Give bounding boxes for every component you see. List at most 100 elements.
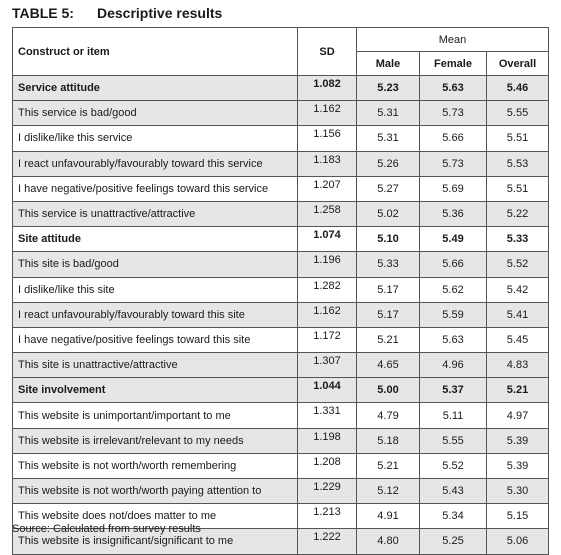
cell-overall: 5.39 (486, 427, 549, 454)
cell-male: 5.17 (356, 301, 420, 328)
cell-overall: 5.51 (486, 175, 549, 202)
table-row: I dislike/like this site 1.282 5.17 5.62 5.4… (12, 276, 549, 303)
cell-sd: 1.213 (297, 503, 357, 530)
cell-label: I react unfavourably/favourably toward t… (12, 150, 298, 177)
cell-label: This website does not/does matter to me (12, 503, 298, 530)
cell-sd: 1.162 (297, 301, 357, 328)
cell-label: I react unfavourably/favourably toward t… (12, 301, 298, 328)
cell-male: 4.65 (356, 352, 420, 379)
cell-overall: 5.46 (486, 74, 549, 102)
cell-sd: 1.044 (297, 377, 357, 404)
cell-female: 4.96 (419, 352, 487, 379)
cell-overall: 4.83 (486, 352, 549, 379)
cell-male: 5.31 (356, 100, 420, 127)
cell-sd: 1.258 (297, 200, 357, 228)
cell-female: 5.66 (419, 125, 487, 152)
table-row: This site is unattractive/attractive 1.30… (12, 352, 549, 379)
cell-female: 5.11 (419, 402, 487, 429)
cell-overall: 5.06 (486, 528, 549, 555)
cell-sd: 1.307 (297, 352, 357, 379)
cell-female: 5.55 (419, 427, 487, 454)
cell-male: 5.21 (356, 452, 420, 480)
cell-label: Service attitude (12, 74, 298, 102)
cell-female: 5.73 (419, 150, 487, 177)
cell-overall: 5.52 (486, 251, 549, 278)
cell-male: 5.21 (356, 326, 420, 354)
table-row: I react unfavourably/favourably toward t… (12, 301, 549, 328)
cell-label: Site involvement (12, 377, 298, 404)
cell-female: 5.36 (419, 200, 487, 228)
cell-overall: 5.30 (486, 477, 549, 505)
header-sd: SD (297, 27, 357, 76)
cell-overall: 5.53 (486, 150, 549, 177)
table-row: This website is not worth/worth remember… (12, 452, 549, 480)
cell-sd: 1.222 (297, 528, 357, 555)
cell-label: This service is bad/good (12, 100, 298, 127)
table-row-group: Service attitude 1.082 5.23 5.63 5.46 (12, 74, 549, 102)
cell-sd: 1.282 (297, 276, 357, 303)
header-female: Female (419, 51, 487, 76)
cell-overall: 5.42 (486, 276, 549, 303)
cell-male: 5.33 (356, 251, 420, 278)
table-row: This website is unimportant/important to… (12, 402, 549, 429)
table-row: I react unfavourably/favourably toward t… (12, 150, 549, 177)
cell-sd: 1.208 (297, 452, 357, 480)
header-mean: Mean (356, 27, 549, 52)
cell-label: This website is not worth/worth paying a… (12, 477, 298, 505)
cell-male: 5.10 (356, 226, 420, 253)
cell-overall: 5.22 (486, 200, 549, 228)
cell-male: 4.91 (356, 503, 420, 530)
table-row: This website is irrelevant/relevant to m… (12, 427, 549, 454)
cell-male: 4.79 (356, 402, 420, 429)
cell-sd: 1.082 (297, 74, 357, 102)
cell-female: 5.34 (419, 503, 487, 530)
table-title: Descriptive results (97, 5, 223, 21)
cell-sd: 1.207 (297, 175, 357, 202)
cell-female: 5.43 (419, 477, 487, 505)
cell-sd: 1.172 (297, 326, 357, 354)
cell-label: I dislike/like this site (12, 276, 298, 303)
header-construct: Construct or item (12, 27, 298, 76)
cell-sd: 1.156 (297, 125, 357, 152)
table-row: I have negative/positive feelings toward… (12, 326, 549, 354)
cell-overall: 4.97 (486, 402, 549, 429)
cell-male: 5.31 (356, 125, 420, 152)
cell-label: I have negative/positive feelings toward… (12, 175, 298, 202)
table-row: I dislike/like this service 1.156 5.31 5.66… (12, 125, 549, 152)
table-row: This service is unattractive/attractive 1… (12, 200, 549, 228)
cell-sd: 1.196 (297, 251, 357, 278)
table-row: This website is not worth/worth paying a… (12, 477, 549, 505)
cell-female: 5.63 (419, 326, 487, 354)
cell-sd: 1.162 (297, 100, 357, 127)
cell-sd: 1.331 (297, 402, 357, 429)
cell-female: 5.37 (419, 377, 487, 404)
cell-female: 5.49 (419, 226, 487, 253)
cell-female: 5.73 (419, 100, 487, 127)
header-male: Male (356, 51, 420, 76)
table-row: I have negative/positive feelings toward… (12, 175, 549, 202)
cell-female: 5.63 (419, 74, 487, 102)
cell-male: 4.80 (356, 528, 420, 555)
cell-overall: 5.15 (486, 503, 549, 530)
cell-label: I have negative/positive feelings toward… (12, 326, 298, 354)
cell-male: 5.02 (356, 200, 420, 228)
cell-female: 5.69 (419, 175, 487, 202)
table-row: This website does not/does matter to me 1… (12, 503, 549, 530)
cell-overall: 5.45 (486, 326, 549, 354)
cell-overall: 5.41 (486, 301, 549, 328)
cell-male: 5.27 (356, 175, 420, 202)
cell-male: 5.18 (356, 427, 420, 454)
table-number: TABLE 5: (12, 5, 74, 21)
cell-female: 5.62 (419, 276, 487, 303)
descriptive-results-table: Construct or item SD Mean Male Female Ov… (12, 27, 549, 555)
cell-overall: 5.21 (486, 377, 549, 404)
cell-overall: 5.55 (486, 100, 549, 127)
cell-label: Site attitude (12, 226, 298, 253)
cell-female: 5.25 (419, 528, 487, 555)
cell-sd: 1.074 (297, 226, 357, 253)
cell-label: This service is unattractive/attractive (12, 200, 298, 228)
cell-label: This site is unattractive/attractive (12, 352, 298, 379)
cell-male: 5.17 (356, 276, 420, 303)
cell-overall: 5.39 (486, 452, 549, 480)
cell-male: 5.12 (356, 477, 420, 505)
